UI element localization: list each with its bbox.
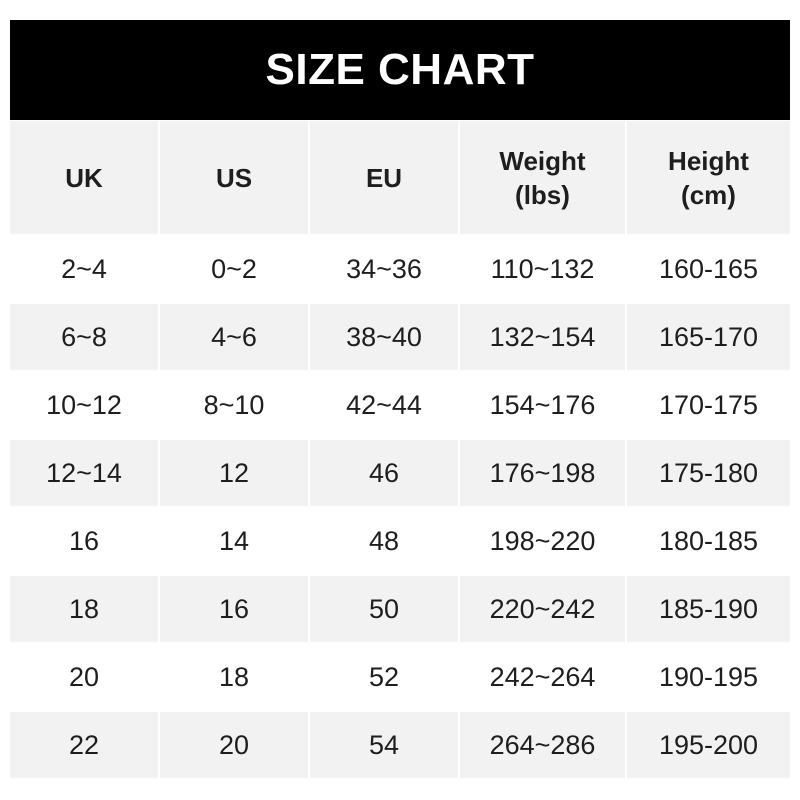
column-header: US (160, 121, 308, 234)
table-cell: 18 (10, 576, 158, 642)
table-cell: 38~40 (310, 304, 458, 370)
table-cell: 264~286 (460, 712, 625, 778)
table-cell: 12~14 (10, 440, 158, 506)
table-cell: 12 (160, 440, 308, 506)
table-cell: 42~44 (346, 389, 422, 420)
table-cell: 242~264 (489, 661, 596, 692)
size-chart-title: SIZE CHART (10, 20, 790, 120)
table-cell: 16 (160, 576, 308, 642)
table-cell: 160-165 (658, 253, 759, 284)
table-cell: 2~4 (61, 253, 107, 284)
table-cell: 175-180 (627, 440, 790, 506)
table-cell: 195-200 (627, 712, 790, 778)
table-cell: 4~6 (160, 304, 308, 370)
table-cell: 14 (218, 525, 250, 556)
table-cell: 20 (160, 712, 308, 778)
table-cell: 20 (68, 661, 100, 692)
table-cell: 6~8 (10, 304, 158, 370)
table-cell: 52 (368, 661, 400, 692)
table-cell: 48 (368, 525, 400, 556)
table-cell: 46 (310, 440, 458, 506)
table-cell: 0~2 (211, 253, 257, 284)
table-cell: 34~36 (346, 253, 422, 284)
table-cell: 220~242 (460, 576, 625, 642)
size-chart-table: UK US EU Weight (lbs) Height (cm) 2~4 0~2 34~36… (10, 121, 790, 778)
table-cell: 190-195 (658, 661, 759, 692)
table-cell: 18 (218, 661, 250, 692)
table-cell: 10~12 (46, 389, 122, 420)
column-header: Height (cm) (627, 121, 790, 234)
table-cell: 16 (68, 525, 100, 556)
column-header: Weight (lbs) (460, 121, 625, 234)
table-cell: 180-185 (658, 525, 759, 556)
table-cell: 50 (310, 576, 458, 642)
table-cell: 22 (10, 712, 158, 778)
table-cell: 154~176 (489, 389, 596, 420)
table-cell: 54 (310, 712, 458, 778)
table-cell: 185-190 (627, 576, 790, 642)
table-cell: 110~132 (490, 253, 595, 284)
column-header: EU (310, 121, 458, 234)
table-cell: 132~154 (460, 304, 625, 370)
table-cell: 170-175 (658, 389, 759, 420)
table-cell: 176~198 (460, 440, 625, 506)
table-cell: 165-170 (627, 304, 790, 370)
table-cell: 8~10 (203, 389, 265, 420)
column-header: UK (10, 121, 158, 234)
table-cell: 198~220 (489, 525, 596, 556)
